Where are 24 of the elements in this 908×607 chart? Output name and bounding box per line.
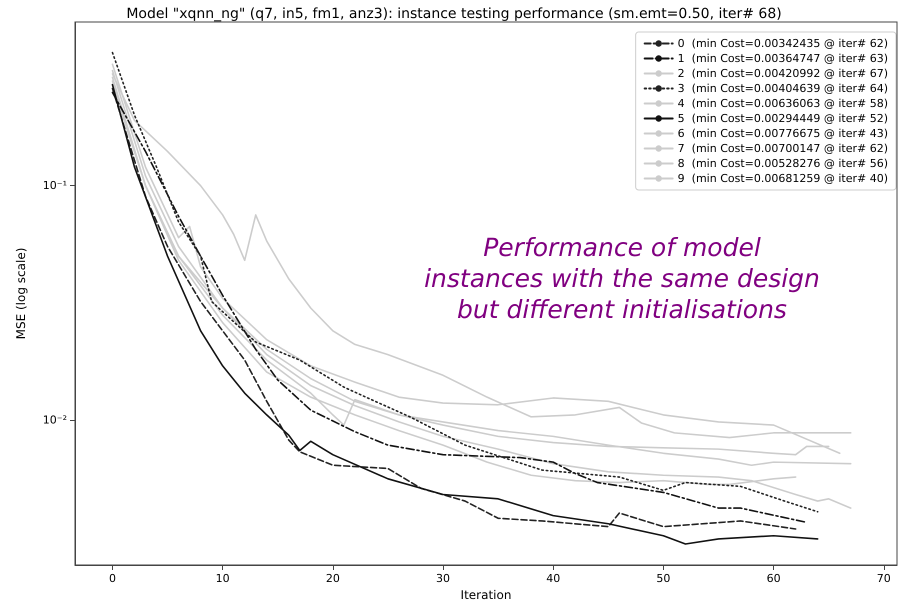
legend-label: 3 (min Cost=0.00404639 @ iter# 64) bbox=[678, 82, 888, 95]
chart-title: Model "xqnn_ng" (q7, in5, fm1, anz3): instance testing performance (sm.emt=0.50, iter# 68) bbox=[126, 6, 782, 22]
x-axis-title: Iteration bbox=[460, 588, 512, 602]
legend-label: 6 (min Cost=0.00776675 @ iter# 43) bbox=[678, 127, 888, 140]
legend-label: 0 (min Cost=0.00342435 @ iter# 62) bbox=[678, 37, 888, 50]
x-tick-label: 50 bbox=[656, 572, 670, 585]
legend-label: 8 (min Cost=0.00528276 @ iter# 56) bbox=[678, 157, 888, 170]
legend-label: 2 (min Cost=0.00420992 @ iter# 67) bbox=[678, 67, 888, 80]
legend-label: 1 (min Cost=0.00364747 @ iter# 63) bbox=[678, 52, 888, 65]
x-tick-label: 10 bbox=[216, 572, 230, 585]
legend-label: 9 (min Cost=0.00681259 @ iter# 40) bbox=[678, 172, 888, 185]
x-tick-label: 70 bbox=[876, 572, 891, 585]
x-tick-label: 20 bbox=[326, 572, 340, 585]
x-tick-label: 60 bbox=[766, 572, 781, 585]
x-tick-label: 0 bbox=[108, 572, 116, 585]
legend-label: 4 (min Cost=0.00636063 @ iter# 58) bbox=[678, 97, 888, 110]
legend-label: 5 (min Cost=0.00294449 @ iter# 52) bbox=[678, 112, 888, 125]
annotation: Performance of model instances with the same design but different initialisations bbox=[424, 233, 820, 324]
y-axis-title: MSE (log scale) bbox=[14, 248, 28, 340]
y-tick-label: 10⁻¹ bbox=[42, 179, 67, 192]
y-tick-label: 10⁻² bbox=[42, 413, 67, 426]
legend-label: 7 (min Cost=0.00700147 @ iter# 62) bbox=[678, 142, 888, 155]
x-tick-label: 40 bbox=[546, 572, 560, 585]
x-tick-label: 30 bbox=[436, 572, 450, 585]
